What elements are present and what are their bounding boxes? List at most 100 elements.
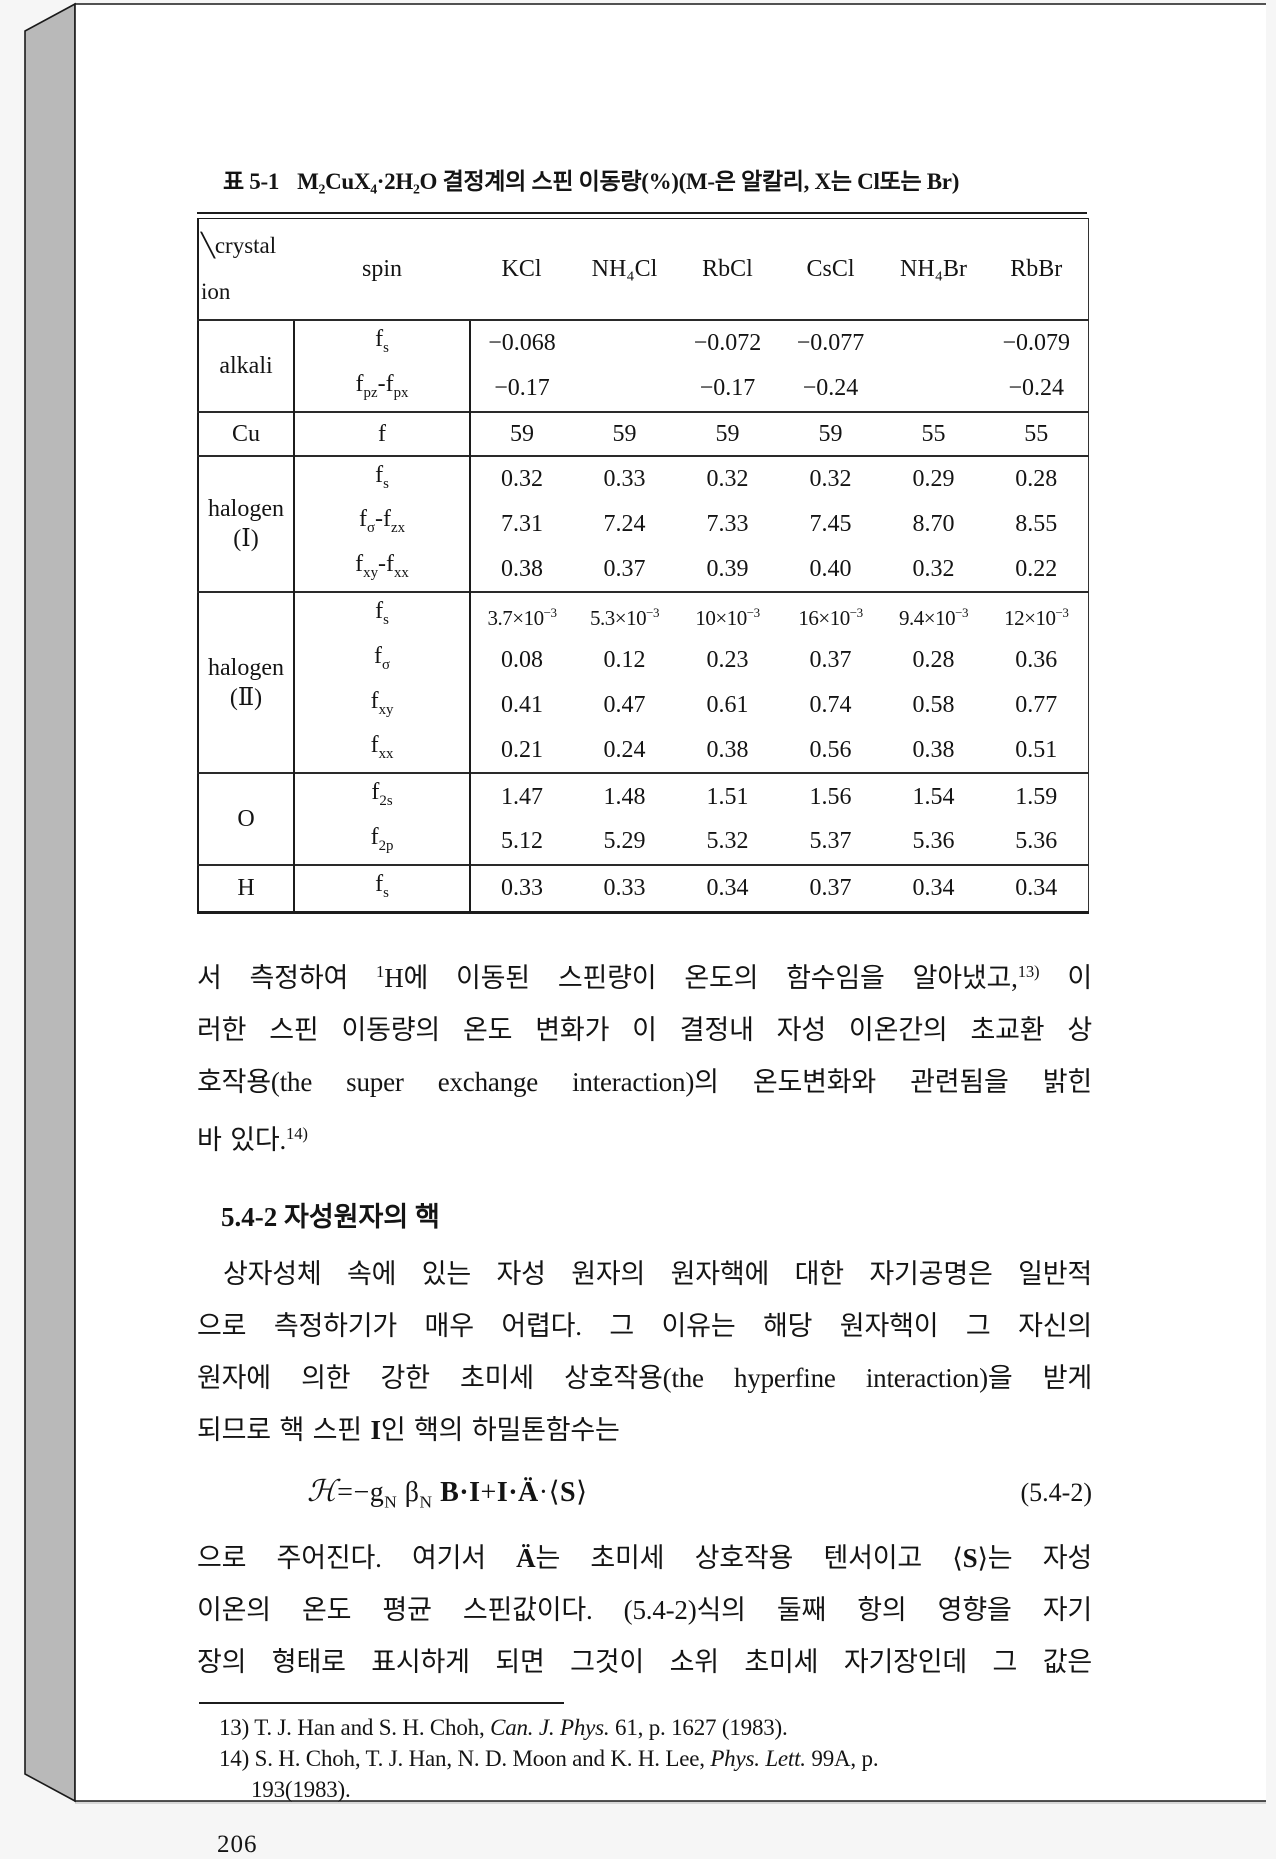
table-group-cu: Cu f 59 59 59 59 55 55 bbox=[198, 411, 1088, 456]
table-cell: 0.23 bbox=[706, 647, 749, 674]
table-cell: 55 bbox=[921, 420, 946, 447]
table-cell: 0.22 bbox=[1015, 555, 1058, 582]
table-row: H fs 0.33 0.33 0.34 0.37 0.34 0.34 bbox=[198, 864, 1088, 913]
table-cell: 0.34 bbox=[1015, 875, 1058, 902]
page-number: 206 bbox=[217, 1831, 258, 1859]
table-cell bbox=[573, 366, 676, 412]
table-cell: 0.56 bbox=[809, 736, 852, 763]
table-cell: 5.3×10−3 bbox=[590, 604, 659, 630]
table-cell: 0.32 bbox=[912, 555, 955, 582]
table-cell: 0.33 bbox=[603, 465, 646, 492]
book-spine bbox=[24, 2, 76, 1803]
table-row: alkali fs −0.068 −0.072 −0.077 −0.079 bbox=[198, 320, 1088, 412]
table-cell: 5.36 bbox=[912, 828, 955, 855]
table-cell: 0.37 bbox=[809, 647, 852, 674]
column-header: NH₄Br bbox=[882, 218, 985, 321]
table-row: Cu f 59 59 59 59 55 55 bbox=[198, 411, 1088, 456]
spin-label: fs bbox=[294, 455, 471, 502]
ion-label: Cu bbox=[198, 411, 295, 456]
text-line: 러한 스핀 이동량의 온도 변화가 이 결정내 자성 이온간의 초교환 상 bbox=[197, 1014, 1092, 1045]
table-group-hydrogen: H fs 0.33 0.33 0.34 0.37 0.34 0.34 bbox=[198, 864, 1088, 913]
table-cell: 0.24 bbox=[603, 736, 646, 763]
table-cell: −0.079 bbox=[1002, 330, 1071, 357]
table-row: f2p 5.12 5.29 5.32 5.37 5.36 5.36 bbox=[198, 818, 1088, 865]
section-heading: 5.4-2 자성원자의 핵 bbox=[221, 1201, 440, 1232]
equation-row: ℋ=−gN βN B·I+I·Ä·⟨S⟩ (5.4-2) bbox=[197, 1464, 1092, 1531]
table-cell: 5.29 bbox=[603, 828, 646, 855]
paragraph-3: 으로 주어진다. 여기서 Ä는 초미세 상호작용 텐서이고 ⟨S⟩는 자성 이온… bbox=[197, 1532, 1092, 1688]
table-cell: −0.068 bbox=[488, 330, 556, 357]
table-cell: −0.17 bbox=[699, 375, 756, 402]
page-content: 표 5-1 M₂CuX₄·2H₂O 결정계의 스핀 이동량(%)(M-은 알칼리,… bbox=[75, 4, 1266, 1858]
table-cell: 1.54 bbox=[912, 783, 955, 810]
spin-transfer-table: ╲crystal ion spin KCl NH₄Cl RbCl CsCl NH… bbox=[197, 218, 1089, 914]
table-cell: 0.34 bbox=[912, 875, 955, 902]
column-header: KCl bbox=[470, 218, 573, 321]
text-line: 장의 형태로 표시하게 되면 그것이 소위 초미세 자기장인데 그 값은 bbox=[197, 1647, 1092, 1678]
table-caption: 표 5-1 M₂CuX₄·2H₂O 결정계의 스핀 이동량(%)(M-은 알칼리,… bbox=[223, 162, 1092, 196]
table-cell: 0.61 bbox=[706, 691, 749, 718]
text-line: 으로 주어진다. 여기서 Ä는 초미세 상호작용 텐서이고 ⟨S⟩는 자성 bbox=[197, 1543, 1093, 1574]
table-row: fxy-fxx 0.38 0.37 0.39 0.40 0.32 0.22 bbox=[198, 546, 1088, 592]
ion-label: H bbox=[198, 864, 295, 913]
table-group-halogen-2: halogen (Ⅱ) fs 3.7×10−3 5.3×10−3 10×10−3 … bbox=[198, 591, 1088, 774]
text-line: 호작용(the super exchange interaction)의 온도변… bbox=[197, 1066, 1092, 1097]
hamiltonian-equation: ℋ=−gN βN B·I+I·Ä·⟨S⟩ bbox=[307, 1474, 588, 1512]
table-cell: 5.36 bbox=[1015, 828, 1058, 855]
column-header: NH₄Cl bbox=[573, 218, 676, 321]
text-line: 되므로 핵 스핀 I인 핵의 하밀톤함수는 bbox=[197, 1414, 620, 1445]
footnote-13: 13) T. J. Han and S. H. Choh, Can. J. Ph… bbox=[219, 1715, 788, 1741]
spin-label: fxy bbox=[294, 682, 471, 728]
table-cell: 0.58 bbox=[912, 691, 955, 718]
spin-label: fs bbox=[294, 591, 471, 638]
spin-label: fσ-fzx bbox=[294, 501, 471, 547]
ion-label: O bbox=[198, 773, 295, 865]
equation-number: (5.4-2) bbox=[1020, 1477, 1092, 1507]
table-cell: 12×10−3 bbox=[1004, 604, 1069, 630]
corner-header-cell: ╲crystal ion bbox=[198, 218, 294, 321]
table-cell: −0.17 bbox=[494, 375, 550, 402]
footnotes: 13) T. J. Han and S. H. Choh, Can. J. Ph… bbox=[197, 1702, 1092, 1805]
table-cell bbox=[573, 320, 676, 366]
ion-label: alkali bbox=[198, 320, 295, 412]
table-cell: 0.32 bbox=[706, 465, 749, 492]
table-caption-number: 표 5-1 bbox=[223, 169, 280, 194]
table-header-row: ╲crystal ion spin KCl NH₄Cl RbCl CsCl NH… bbox=[198, 218, 1088, 321]
table-cell: 0.21 bbox=[501, 736, 543, 763]
table-cell: 0.38 bbox=[706, 736, 749, 763]
table-cell: 0.47 bbox=[603, 691, 646, 718]
column-header: RbCl bbox=[676, 218, 779, 321]
spin-label: fs bbox=[294, 864, 471, 913]
ion-label: halogen (Ⅰ) bbox=[198, 455, 295, 592]
spin-label: fσ bbox=[294, 637, 471, 683]
table-cell: 0.39 bbox=[706, 555, 749, 582]
table-cell: 0.51 bbox=[1015, 736, 1058, 763]
spin-transfer-table-wrap: ╲crystal ion spin KCl NH₄Cl RbCl CsCl NH… bbox=[197, 212, 1089, 914]
table-cell: 0.28 bbox=[1015, 465, 1058, 492]
table-cell: 59 bbox=[715, 420, 740, 447]
table-row: halogen (Ⅱ) fs 3.7×10−3 5.3×10−3 10×10−3 … bbox=[198, 591, 1088, 774]
table-cell: 0.41 bbox=[501, 691, 543, 718]
table-group-halogen-1: halogen (Ⅰ) fs 0.32 0.33 0.32 0.32 0.29 0… bbox=[198, 455, 1088, 592]
table-cell: 0.38 bbox=[501, 555, 543, 582]
spin-label: fxx bbox=[294, 727, 471, 774]
table-row: O f2s 1.47 1.48 1.51 1.56 1.54 1.59 bbox=[198, 773, 1088, 865]
text-line: 바 있다.14) bbox=[197, 1123, 308, 1155]
table-cell: 0.33 bbox=[501, 875, 543, 902]
table-cell: 0.40 bbox=[809, 555, 852, 582]
table-cell: 0.37 bbox=[603, 555, 646, 582]
table-cell bbox=[882, 366, 985, 412]
table-row: fxy 0.41 0.47 0.61 0.74 0.58 0.77 bbox=[198, 682, 1088, 728]
table-cell: 16×10−3 bbox=[798, 604, 863, 630]
table-cell: 0.29 bbox=[912, 465, 955, 492]
spin-label: fxy-fxx bbox=[294, 546, 471, 592]
column-header: RbBr bbox=[985, 218, 1088, 321]
table-cell: 10×10−3 bbox=[695, 604, 760, 630]
text-line: 이온의 온도 평균 스핀값이다. (5.4-2)식의 둘째 항의 영향을 자기 bbox=[197, 1595, 1092, 1626]
corner-header-ion: ion bbox=[201, 279, 231, 304]
table-cell: 5.12 bbox=[501, 828, 543, 855]
table-cell: 9.4×10−3 bbox=[899, 604, 968, 630]
spin-label: f bbox=[294, 411, 471, 456]
spin-label: fpz-fpx bbox=[294, 365, 471, 412]
table-cell: 0.08 bbox=[501, 647, 543, 674]
